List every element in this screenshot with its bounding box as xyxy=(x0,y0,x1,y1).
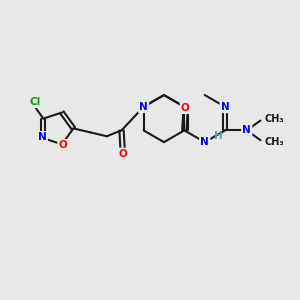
Text: N: N xyxy=(221,102,230,112)
Text: Cl: Cl xyxy=(30,97,41,107)
Text: O: O xyxy=(58,140,67,150)
Text: CH₃: CH₃ xyxy=(264,137,284,147)
Text: N: N xyxy=(200,137,209,147)
Text: N: N xyxy=(38,132,47,142)
Text: N: N xyxy=(242,125,251,135)
Text: N: N xyxy=(139,102,148,112)
Text: O: O xyxy=(181,103,190,113)
Text: H: H xyxy=(214,131,223,141)
Text: O: O xyxy=(118,149,127,159)
Text: CH₃: CH₃ xyxy=(264,114,284,124)
